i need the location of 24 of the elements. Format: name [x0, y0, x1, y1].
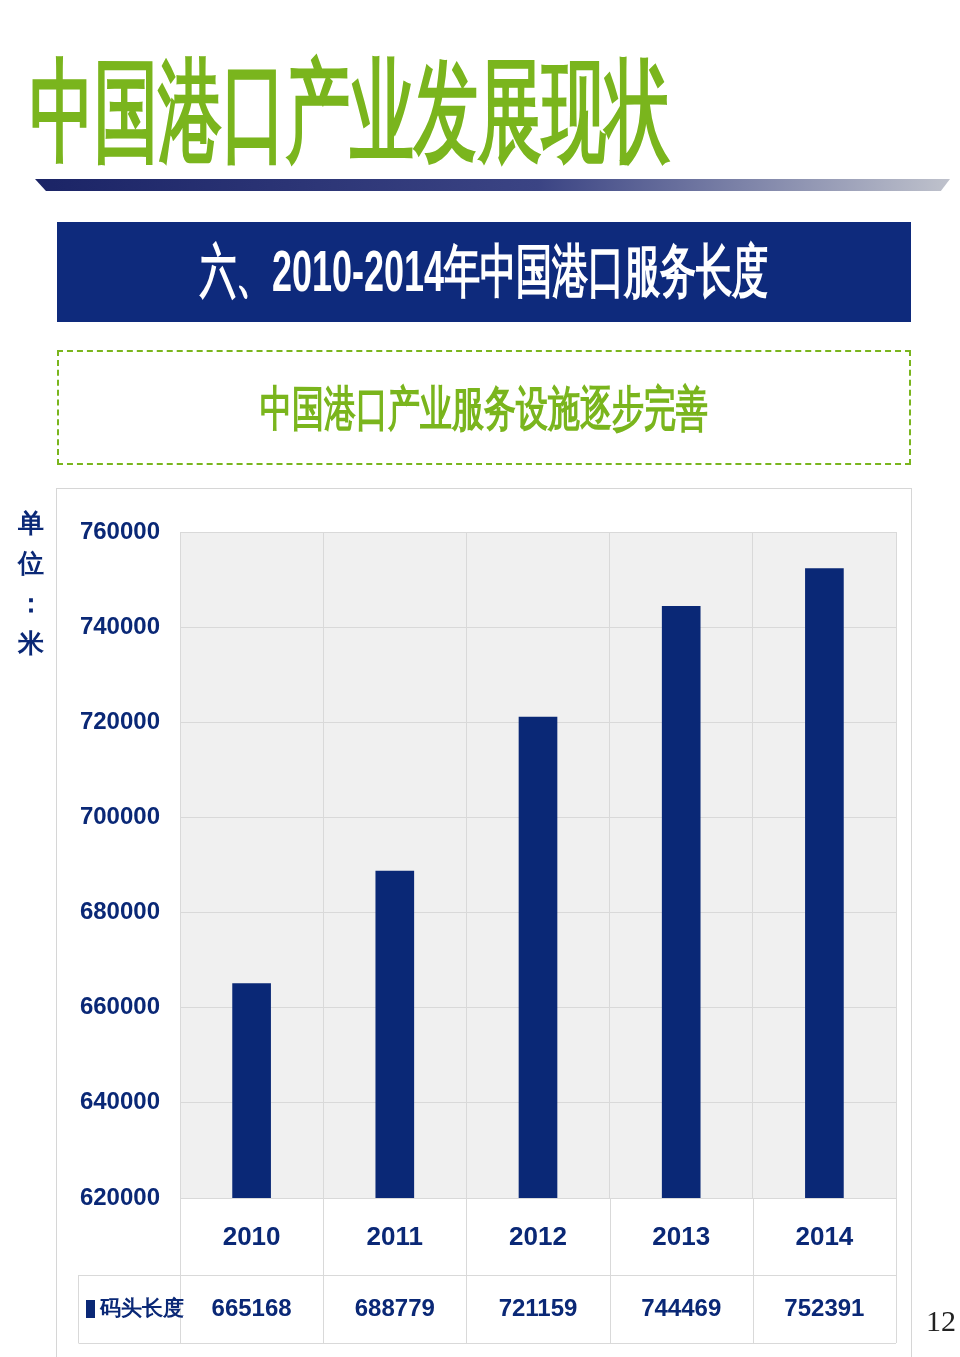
y-tick-label: 660000 — [79, 992, 160, 1020]
x-tick-label: 2013 — [652, 1220, 711, 1251]
y-tick-label: 640000 — [79, 1087, 160, 1115]
y-tick-label: 740000 — [79, 611, 160, 639]
y-tick-label: 700000 — [79, 802, 160, 830]
data-label: 752391 — [784, 1293, 865, 1321]
legend-label: 码头长度 — [99, 1295, 184, 1319]
data-label: 721159 — [498, 1293, 578, 1321]
y-tick-label: 720000 — [79, 706, 160, 734]
data-label: 744469 — [641, 1293, 722, 1321]
y-tick-label: 680000 — [79, 897, 160, 925]
text: 中国港口产业服务设施逐步完善 — [260, 380, 708, 435]
y-axis-title: 单位：米 — [17, 507, 44, 660]
y-tick-label: 620000 — [79, 1182, 160, 1210]
x-tick-label: 2012 — [509, 1220, 567, 1251]
data-label: 688779 — [354, 1293, 435, 1321]
chart-subtitle: 六、2010-2014年中国港口服务长度 — [199, 238, 769, 304]
x-tick-label: 2011 — [366, 1220, 423, 1251]
text: 12 — [926, 1304, 956, 1337]
x-tick-label: 2010 — [222, 1220, 281, 1251]
x-tick-label: 2014 — [795, 1220, 854, 1251]
data-label: 665168 — [211, 1293, 292, 1321]
y-tick-label: 760000 — [79, 516, 160, 544]
chart-title: 中国港口产业发展现状 — [30, 48, 670, 174]
